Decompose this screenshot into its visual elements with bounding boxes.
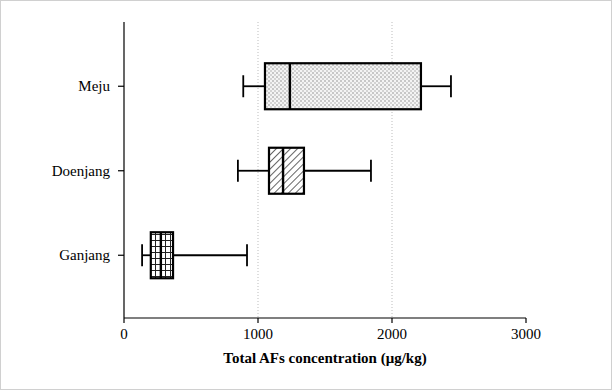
cap-high — [450, 75, 452, 97]
y-tick — [118, 170, 124, 171]
cap-high — [246, 244, 248, 266]
y-tick — [118, 255, 124, 256]
y-tick-label: Doenjang — [52, 163, 111, 179]
cap-low — [242, 75, 244, 97]
x-axis — [124, 317, 526, 318]
box — [151, 232, 173, 278]
x-tick — [123, 318, 124, 323]
cap-low — [237, 160, 239, 182]
whisker-low — [243, 85, 265, 87]
cap-high — [370, 160, 372, 182]
whisker-low — [238, 170, 269, 172]
y-tick-label: Meju — [78, 78, 110, 94]
x-tick — [257, 318, 258, 323]
median — [289, 63, 291, 109]
boxes — [142, 63, 451, 278]
x-tick-label: 1000 — [243, 326, 273, 342]
frame — [1, 1, 612, 390]
x-tick — [391, 318, 392, 323]
median — [160, 232, 162, 278]
x-tick — [525, 318, 526, 323]
median — [282, 148, 284, 194]
x-tick-label: 0 — [120, 326, 128, 342]
box — [265, 63, 421, 109]
y-tick-label: Ganjang — [59, 247, 110, 263]
whisker-high — [173, 254, 247, 256]
box — [269, 148, 304, 194]
x-tick-label: 2000 — [377, 326, 407, 342]
y-tick — [118, 86, 124, 87]
chart-svg: 0 1000 2000 3000 Total AFs concentration (μg… — [0, 0, 612, 390]
cap-low — [141, 244, 143, 266]
whisker-high — [421, 85, 451, 87]
x-axis-label: Total AFs concentration (μg/kg) — [223, 350, 426, 367]
x-tick-label: 3000 — [511, 326, 541, 342]
y-axis — [123, 22, 124, 318]
chart-container: 0 1000 2000 3000 Total AFs concentration (μg… — [0, 0, 612, 390]
whisker-low — [142, 254, 151, 256]
whisker-high — [304, 170, 371, 172]
